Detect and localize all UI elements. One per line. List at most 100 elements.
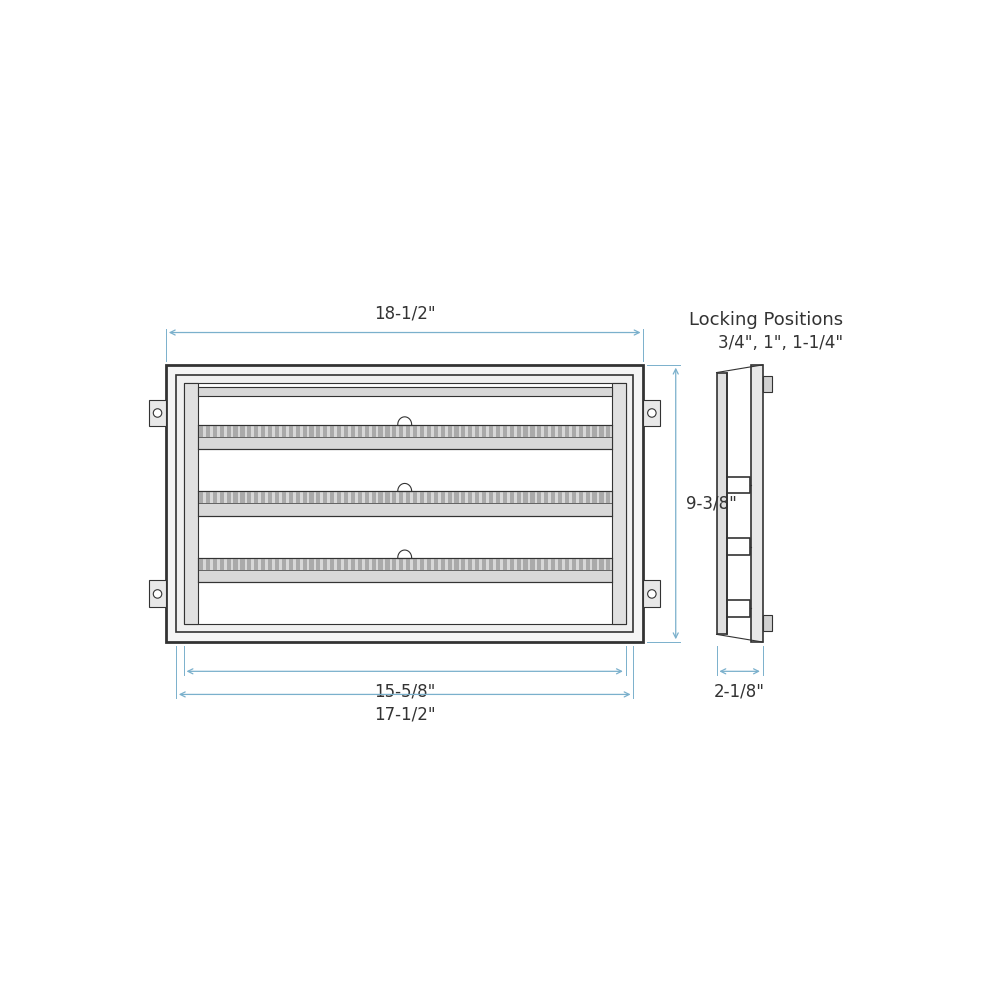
Bar <box>586 491 590 503</box>
Bar <box>268 425 272 437</box>
Bar <box>337 558 341 570</box>
Bar <box>330 425 334 437</box>
Bar <box>227 425 231 437</box>
Bar <box>358 491 362 503</box>
Bar <box>496 425 500 437</box>
Bar <box>254 425 258 437</box>
Bar <box>392 558 396 570</box>
Bar <box>523 558 528 570</box>
Bar <box>489 558 493 570</box>
Bar <box>220 558 224 570</box>
Bar <box>199 425 203 437</box>
Bar <box>537 425 541 437</box>
Bar <box>309 491 314 503</box>
Bar <box>468 425 472 437</box>
Bar <box>434 491 438 503</box>
Bar <box>592 491 597 503</box>
Bar <box>530 558 535 570</box>
Bar <box>441 425 445 437</box>
Bar <box>441 558 445 570</box>
Bar <box>565 491 569 503</box>
Bar <box>233 425 238 437</box>
Text: 2-1/8": 2-1/8" <box>714 683 765 701</box>
Text: 15-5/8": 15-5/8" <box>374 683 435 701</box>
Bar <box>461 558 465 570</box>
Bar <box>378 425 383 437</box>
Bar <box>551 558 555 570</box>
Bar <box>468 558 472 570</box>
Bar <box>385 558 390 570</box>
Bar <box>213 425 217 437</box>
Bar <box>448 425 452 437</box>
Bar <box>427 558 431 570</box>
Bar <box>406 491 410 503</box>
Bar <box>599 558 604 570</box>
Bar <box>378 491 383 503</box>
Bar <box>303 558 307 570</box>
Bar <box>612 383 626 624</box>
Bar <box>289 558 293 570</box>
Bar <box>461 491 465 503</box>
Bar <box>220 425 224 437</box>
Bar <box>717 373 727 634</box>
Bar <box>482 558 486 570</box>
Bar <box>316 491 320 503</box>
Bar <box>184 383 198 624</box>
Bar <box>434 425 438 437</box>
Bar <box>303 491 307 503</box>
Bar <box>434 558 438 570</box>
Bar <box>461 425 465 437</box>
Bar <box>572 558 576 570</box>
Text: Locking Positions: Locking Positions <box>689 311 844 329</box>
Bar <box>220 491 224 503</box>
Bar <box>351 425 355 437</box>
Bar <box>309 558 314 570</box>
Bar <box>206 558 210 570</box>
Bar <box>510 491 514 503</box>
Bar <box>261 558 265 570</box>
Bar <box>399 425 403 437</box>
Bar <box>199 558 203 570</box>
FancyBboxPatch shape <box>166 365 643 642</box>
Bar <box>544 425 548 437</box>
Bar <box>240 558 245 570</box>
Bar <box>240 491 245 503</box>
Bar <box>599 491 604 503</box>
Bar <box>454 425 459 437</box>
Bar <box>763 376 772 392</box>
Bar <box>247 558 251 570</box>
Bar <box>247 491 251 503</box>
Text: 9-3/8": 9-3/8" <box>686 494 737 512</box>
Bar <box>233 491 238 503</box>
Bar <box>282 558 286 570</box>
Bar <box>337 491 341 503</box>
Bar <box>309 425 314 437</box>
Bar <box>413 425 417 437</box>
Bar <box>184 383 626 624</box>
Bar <box>213 491 217 503</box>
Bar <box>489 491 493 503</box>
Bar <box>558 425 562 437</box>
Bar <box>358 425 362 437</box>
Bar <box>454 558 459 570</box>
Bar <box>599 425 604 437</box>
Bar <box>351 558 355 570</box>
Bar <box>392 491 396 503</box>
Bar <box>551 491 555 503</box>
Bar <box>643 580 660 607</box>
Bar <box>206 425 210 437</box>
Bar <box>303 425 307 437</box>
Bar <box>316 425 320 437</box>
Bar <box>489 425 493 437</box>
Bar <box>372 491 376 503</box>
Bar <box>510 425 514 437</box>
Bar <box>413 491 417 503</box>
Bar <box>289 425 293 437</box>
Bar <box>565 425 569 437</box>
Bar <box>496 558 500 570</box>
Bar <box>149 580 166 607</box>
Bar <box>344 425 348 437</box>
Bar <box>586 425 590 437</box>
Bar <box>517 425 521 437</box>
Bar <box>496 491 500 503</box>
